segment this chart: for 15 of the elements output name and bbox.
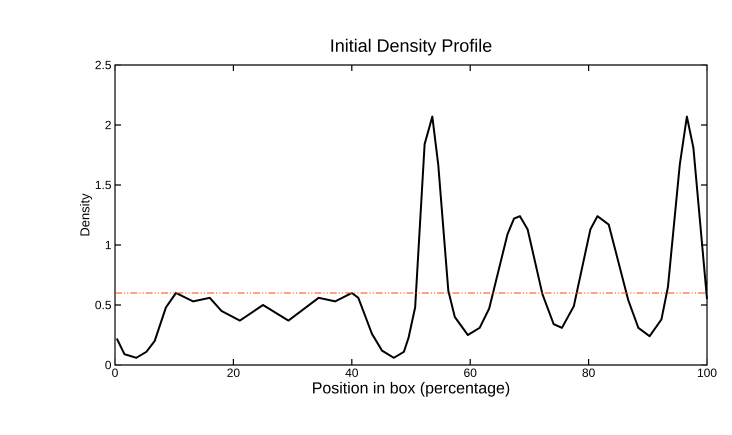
x-tick-label: 60: [464, 368, 476, 377]
y-tick-label: 1.5: [96, 180, 111, 190]
x-tick-label: 40: [345, 368, 358, 377]
y-tick-label: 2.5: [95, 60, 111, 70]
y-tick-label: 1: [106, 240, 111, 250]
chart-title: Initial Density Profile: [331, 38, 492, 56]
x-tick-label: 100: [698, 368, 717, 377]
x-tick-label: 80: [582, 368, 595, 377]
y-tick-label: 2: [105, 120, 111, 130]
x-axis-title: Position in box (percentage): [313, 382, 510, 397]
x-tick-label: 20: [227, 368, 240, 377]
y-tick-label: 0: [105, 360, 112, 370]
x-tick-label: 0: [112, 368, 118, 377]
y-tick-label: 0.5: [95, 300, 111, 310]
y-axis-title: Density: [80, 193, 92, 236]
